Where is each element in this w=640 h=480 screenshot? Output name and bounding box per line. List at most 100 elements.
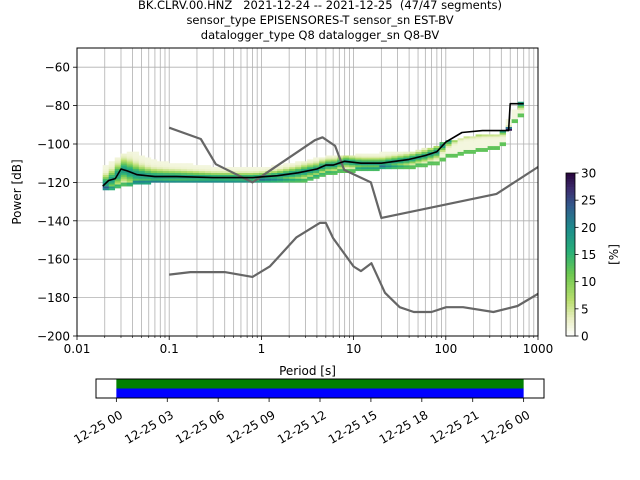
psd-cell	[102, 170, 110, 173]
psd-cell	[373, 161, 380, 164]
psd-cell	[427, 155, 434, 158]
psd-cell	[385, 159, 392, 162]
psd-cell	[144, 182, 152, 185]
psd-cell	[403, 161, 410, 164]
psd-cell	[150, 180, 158, 183]
psd-cell	[433, 155, 440, 158]
colorbar-segment	[566, 175, 575, 179]
psd-cell	[277, 167, 284, 170]
psd-cell	[313, 157, 320, 160]
psd-cell	[253, 172, 260, 175]
psd-cell	[204, 172, 212, 175]
psd-cell	[379, 167, 386, 170]
psd-cell	[499, 132, 506, 135]
psd-cell	[391, 167, 398, 170]
psd-cell	[361, 157, 368, 160]
psd-cell	[457, 147, 464, 150]
colorbar-segment	[566, 273, 575, 277]
psd-cell	[210, 178, 218, 181]
psd-cell	[379, 155, 386, 158]
psd-cell	[331, 168, 338, 172]
psd-cell	[120, 159, 128, 162]
psd-cell	[156, 168, 164, 172]
psd-cell	[241, 170, 248, 173]
psd-cell	[102, 186, 110, 189]
psd-cell	[126, 163, 134, 166]
psd-cell	[120, 172, 128, 175]
psd-cell	[295, 167, 302, 170]
psd-cell	[114, 167, 122, 170]
colorbar: 0 5 10 15 20 25 30 [%]	[565, 167, 621, 344]
psd-cell	[114, 176, 122, 179]
psd-cell	[229, 168, 236, 172]
psd-cell	[102, 184, 110, 187]
psd-cell	[397, 161, 404, 164]
psd-cell	[487, 145, 494, 149]
psd-cell	[138, 167, 146, 170]
colorbar-segment	[566, 281, 575, 285]
psd-cell	[247, 174, 254, 177]
psd-cell	[343, 165, 350, 168]
psd-cell	[108, 161, 116, 164]
psd-cell	[283, 165, 290, 168]
psd-cell	[222, 170, 230, 173]
psd-cell	[415, 165, 422, 168]
psd-cell	[271, 168, 278, 172]
psd-cell	[415, 159, 422, 162]
psd-cell	[481, 149, 488, 152]
psd-cell	[337, 165, 344, 168]
psd-cell	[102, 168, 110, 172]
psd-cell	[433, 153, 440, 156]
colorbar-segment	[566, 238, 575, 242]
psd-cell	[451, 153, 458, 156]
psd-cell	[313, 163, 320, 166]
psd-cell	[265, 167, 272, 170]
colorbar-segment	[566, 284, 575, 288]
psd-cell	[126, 172, 134, 175]
psd-cell	[499, 140, 506, 143]
psd-cell	[241, 167, 248, 170]
psd-cell	[361, 167, 368, 170]
psd-cell	[475, 134, 482, 137]
psd-cell	[445, 149, 452, 152]
psd-cell	[253, 167, 260, 170]
psd-cell	[168, 172, 176, 175]
psd-cell	[373, 159, 380, 162]
psd-cell	[132, 157, 140, 160]
psd-cell	[427, 149, 434, 152]
psd-cell	[144, 159, 152, 162]
psd-cell	[222, 167, 230, 170]
psd-cell	[180, 178, 188, 181]
psd-cell	[475, 147, 482, 150]
psd-cell	[427, 151, 434, 154]
psd-cell	[457, 151, 464, 154]
psd-cell	[349, 170, 356, 173]
psd-cell	[102, 188, 110, 191]
psd-cell	[186, 170, 194, 173]
psd-cell	[481, 134, 488, 137]
psd-cell	[307, 176, 314, 179]
title-line-1: BK.CLRV.00.HNZ 2021-12-24 -- 2021-12-25 …	[137, 0, 503, 12]
psd-cell	[102, 165, 110, 168]
psd-cell	[174, 167, 182, 170]
psd-cell	[247, 170, 254, 173]
psd-cell	[138, 161, 146, 164]
psd-cell	[162, 180, 170, 183]
psd-cell	[102, 176, 110, 179]
psd-cell	[409, 161, 416, 164]
psd-cell	[385, 167, 392, 170]
psd-cell	[445, 153, 452, 156]
psd-cell	[481, 138, 488, 141]
psd-cell	[150, 161, 158, 164]
psd-cell	[325, 155, 332, 158]
psd-cell	[457, 140, 464, 143]
psd-cell	[337, 155, 344, 158]
psd-cell	[126, 155, 134, 158]
psd-cell	[222, 172, 230, 175]
psd-cell	[138, 159, 146, 162]
psd-cell	[144, 165, 152, 168]
psd-cell	[132, 167, 140, 170]
psd-cell	[156, 170, 164, 173]
psd-cell	[295, 161, 302, 164]
reference-noise-curve	[169, 221, 538, 314]
